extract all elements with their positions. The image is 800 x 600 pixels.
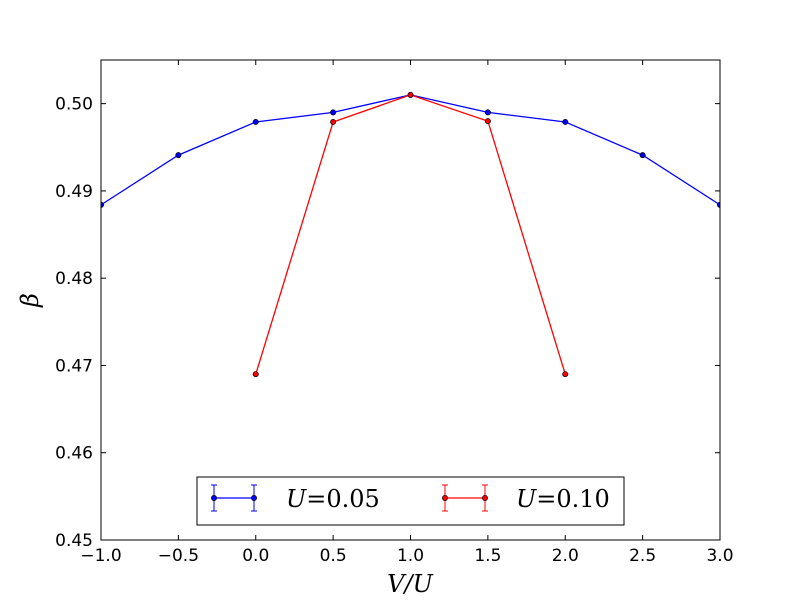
y-axis-label: β	[16, 293, 44, 308]
x-tick-label: 0.5	[320, 546, 347, 566]
x-tick-label: 3.0	[706, 546, 733, 566]
series-line	[101, 94, 720, 206]
x-axis-label: V/U	[387, 570, 433, 598]
legend-var: U	[516, 485, 537, 513]
legend-val: 0.05	[326, 485, 379, 513]
x-tick-label: 2.0	[552, 546, 579, 566]
data-point	[407, 91, 414, 98]
legend-label: U=0.05	[286, 485, 380, 513]
y-tick-label: 0.48	[55, 269, 93, 289]
data-point	[484, 118, 491, 125]
legend-marker	[442, 495, 448, 501]
y-tick-label: 0.47	[55, 356, 93, 376]
y-tick-label: 0.50	[55, 95, 93, 115]
data-point	[252, 119, 259, 125]
series-0	[101, 91, 720, 208]
legend-marker	[251, 495, 257, 501]
series	[101, 91, 720, 378]
data-point	[175, 152, 182, 159]
x-tick-label: −1.0	[80, 546, 121, 566]
x-tick-label: 1.5	[474, 546, 501, 566]
x-tick-label: 0.0	[242, 546, 269, 566]
data-point	[717, 201, 720, 208]
y-tick-label: 0.46	[55, 444, 93, 464]
ticks	[100, 60, 721, 541]
series-line	[255, 94, 566, 375]
x-tick-label: 1.0	[397, 546, 424, 566]
y-tick-label: 0.49	[55, 182, 93, 202]
legend-entry-0: U=0.05	[211, 484, 380, 513]
data-point	[484, 109, 491, 116]
data-point	[639, 152, 646, 159]
legend-val: 0.10	[556, 485, 609, 513]
x-tick-label: 2.5	[629, 546, 656, 566]
legend-eq: =	[306, 485, 326, 513]
legend-marker	[482, 495, 488, 501]
legend: U=0.05 U=0.10	[196, 476, 625, 526]
legend-entry-1: U=0.10	[442, 484, 610, 513]
legend-marker	[211, 495, 217, 501]
data-point	[252, 371, 259, 378]
x-tick-label: −0.5	[158, 546, 199, 566]
data-point	[330, 119, 337, 125]
legend-label: U=0.10	[516, 485, 610, 513]
tick-labels: −1.0 −0.5 0.0 0.5 1.0 1.5 2.0 2.5 3.0 0.45 0.46 0.4…	[55, 95, 733, 566]
legend-var: U	[286, 485, 307, 513]
plot-area	[100, 59, 721, 541]
data-point	[330, 109, 337, 116]
series-1	[252, 91, 569, 378]
legend-eq: =	[536, 485, 556, 513]
data-point	[562, 119, 569, 125]
legend-box	[196, 476, 625, 526]
y-tick-label: 0.45	[55, 531, 93, 551]
data-point	[562, 371, 569, 378]
